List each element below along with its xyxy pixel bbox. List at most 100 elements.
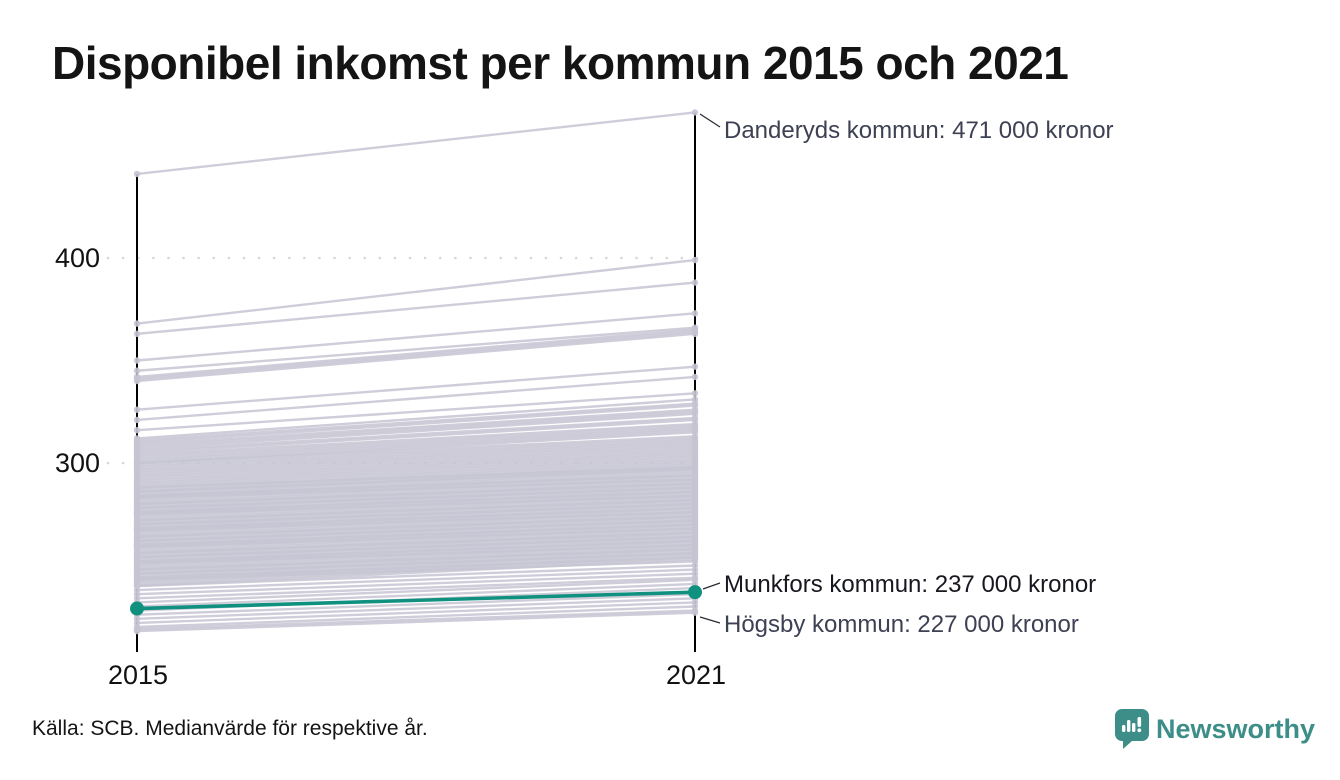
slope-line xyxy=(136,328,696,379)
slope-dot-2015 xyxy=(133,494,141,502)
slope-line xyxy=(136,326,696,372)
slope-line xyxy=(136,258,696,325)
slope-line xyxy=(136,412,696,450)
slope-line xyxy=(136,418,696,454)
slope-dot-2015 xyxy=(133,504,141,512)
newsworthy-wordmark: Newsworthy xyxy=(1156,714,1316,744)
slope-line xyxy=(136,605,696,629)
slope-line xyxy=(136,478,696,500)
slope-dot-2021 xyxy=(691,492,699,499)
slope-line xyxy=(136,543,696,565)
slope-dot-2021 xyxy=(691,279,699,286)
slope-line xyxy=(136,474,696,497)
slope-dot-2015 xyxy=(133,527,141,534)
slope-line xyxy=(136,556,696,579)
slope-line xyxy=(136,426,696,461)
x-axis-label-2021: 2021 xyxy=(665,660,727,690)
slope-dot-2015 xyxy=(133,330,141,338)
slope-line xyxy=(136,439,696,469)
slope-line xyxy=(136,597,696,620)
slope-line xyxy=(136,281,696,336)
slope-line xyxy=(136,429,696,463)
slope-line xyxy=(136,402,696,442)
annotation-hogsby: Högsby kommun: 227 000 kronor xyxy=(724,611,1079,638)
slope-line xyxy=(136,451,696,481)
slope-dot-2015 xyxy=(133,560,141,567)
slope-dot-2015 xyxy=(133,406,141,413)
slope-line xyxy=(136,609,696,631)
slope-dot-2015 xyxy=(133,320,141,327)
slope-line xyxy=(136,422,696,456)
slope-line xyxy=(136,441,696,471)
slope-line xyxy=(136,527,696,549)
slope-dot-2021 xyxy=(691,310,699,317)
slope-line xyxy=(136,560,696,582)
source-note: Källa: SCB. Medianvärde för respektive å… xyxy=(32,717,428,740)
slope-dot-2015 xyxy=(133,570,141,577)
slope-line xyxy=(136,445,696,475)
slope-dot-2015 xyxy=(133,357,141,364)
chart-title: Disponibel inkomst per kommun 2015 och 2… xyxy=(52,37,1069,89)
slope-dot-2021 xyxy=(691,550,699,557)
slope-line xyxy=(136,424,696,459)
leader-danderyd xyxy=(699,113,721,128)
x-axis-label-2015: 2015 xyxy=(107,660,169,690)
slope-line xyxy=(136,601,696,625)
slope-line xyxy=(136,467,696,493)
leader-munkfors xyxy=(702,582,721,590)
slope-line xyxy=(136,398,696,440)
slope-dot-2015 xyxy=(133,521,141,528)
slope-dot-2015 xyxy=(133,627,141,635)
slope-line xyxy=(136,365,696,411)
slope-dot-2021 xyxy=(691,500,699,508)
slope-dot-2015 xyxy=(133,367,141,374)
slope-line xyxy=(136,519,696,543)
slope-line xyxy=(136,312,696,362)
slope-dot-2021 xyxy=(691,484,699,491)
slope-line xyxy=(136,457,696,487)
leader-hogsby xyxy=(699,616,721,624)
slope-dot-2015 xyxy=(133,554,141,561)
slope-dot-2015 xyxy=(133,543,141,551)
slope-line xyxy=(136,486,696,510)
slope-line xyxy=(136,564,696,588)
slope-line xyxy=(136,498,696,522)
speech-bubble-bar-chart-icon xyxy=(1115,709,1149,749)
slope-line xyxy=(136,515,696,538)
slope-dot-2021 xyxy=(691,525,699,532)
slope-line xyxy=(136,511,696,532)
slope-line xyxy=(136,330,696,381)
slope-line xyxy=(136,453,696,483)
slope-line xyxy=(136,593,696,616)
y-axis-tick-300: 300 xyxy=(54,448,100,478)
slope-line xyxy=(136,523,696,547)
slope-line xyxy=(136,576,696,600)
slope-dot-2021 xyxy=(691,609,699,616)
slope-line xyxy=(136,111,696,176)
slope-dot-2021 xyxy=(691,373,699,381)
annotation-munkfors: Munkfors kommun: 237 000 kronor xyxy=(724,571,1097,598)
slope-line xyxy=(136,552,696,575)
slope-line xyxy=(136,449,696,479)
slope-line xyxy=(136,375,696,422)
slope-dot-2015 xyxy=(133,170,141,178)
highlight-dot-2021 xyxy=(688,585,702,600)
slope-line xyxy=(136,455,696,485)
slope-dot-2021 xyxy=(691,517,699,524)
slope-dot-2021 xyxy=(691,533,699,540)
slope-dot-2015 xyxy=(133,511,141,518)
slope-dot-2015 xyxy=(133,427,141,434)
slope-line xyxy=(136,482,696,506)
newsworthy-logo: Newsworthy xyxy=(1115,709,1315,750)
slope-line xyxy=(136,611,696,633)
slope-line xyxy=(136,572,696,596)
slope-dot-2021 xyxy=(691,256,699,264)
slope-line xyxy=(136,582,696,608)
slope-dot-2021 xyxy=(691,541,699,549)
highlight-line-munkfors xyxy=(136,590,696,611)
slope-line xyxy=(136,547,696,571)
slope-line xyxy=(136,332,696,383)
slope-dot-2021 xyxy=(691,390,699,397)
slope-line xyxy=(136,539,696,563)
slope-dot-2021 xyxy=(691,465,699,473)
